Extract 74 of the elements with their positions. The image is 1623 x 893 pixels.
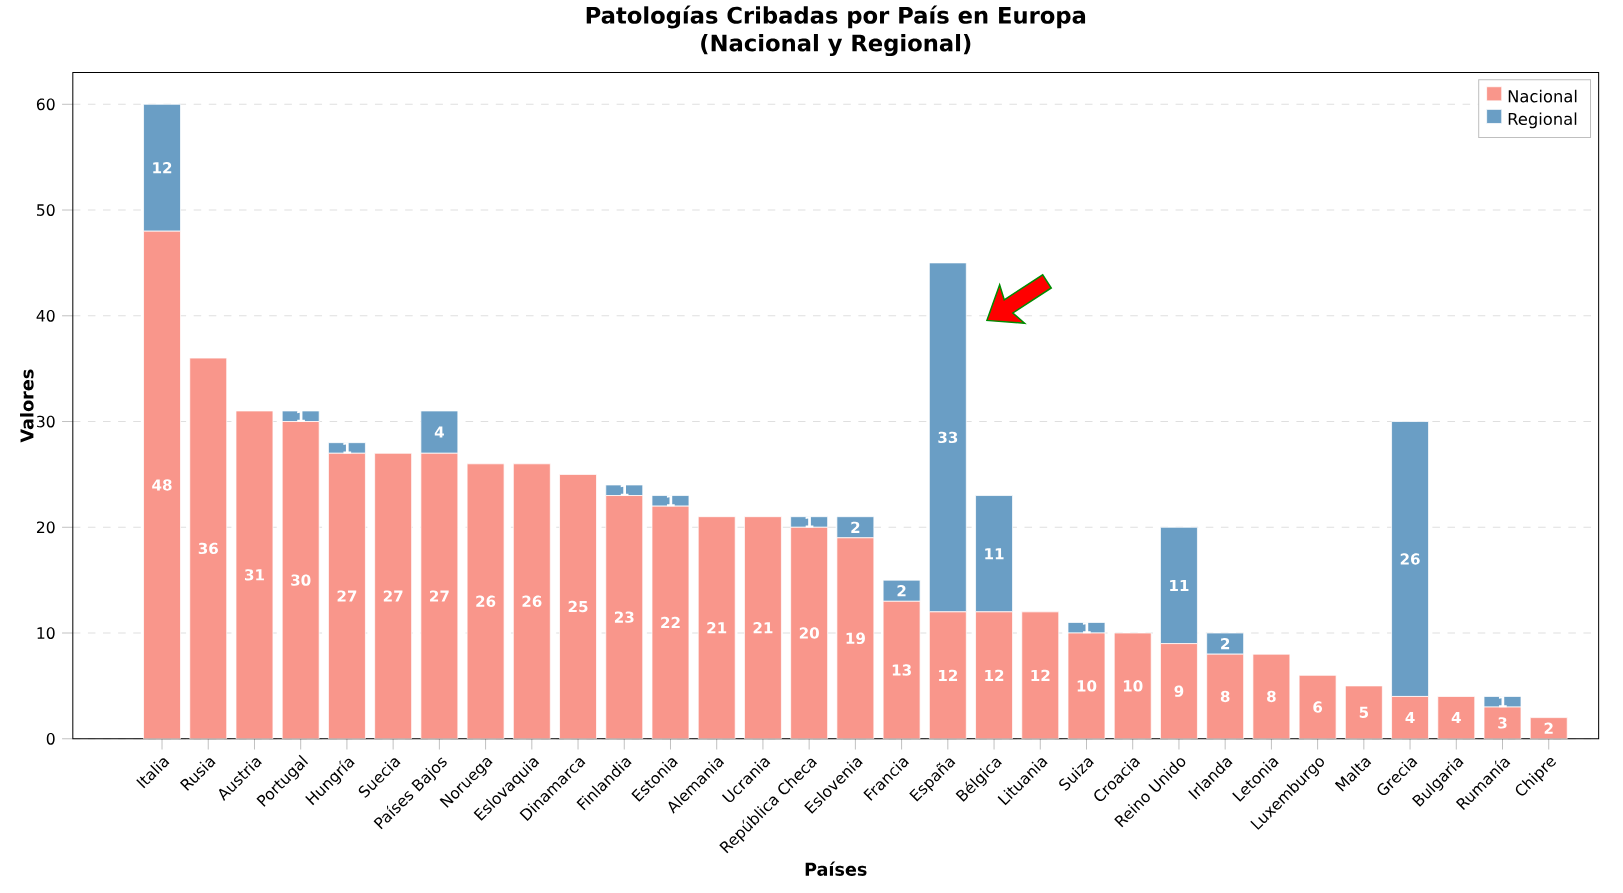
y-tick-label: 10 (37, 627, 55, 640)
data-label: 1 (620, 484, 629, 496)
bar (466, 463, 505, 739)
bar (374, 452, 413, 739)
data-label: 1 (1498, 696, 1507, 708)
data-label: 13 (892, 664, 911, 676)
data-label: 11 (985, 548, 1004, 560)
data-label: 30 (291, 574, 311, 586)
data-label: 4 (1451, 712, 1461, 724)
data-label: 27 (430, 590, 449, 602)
data-label: 1 (805, 516, 814, 528)
legend-label: Nacional (1508, 89, 1577, 103)
data-label: 26 (476, 595, 496, 608)
data-label: 26 (522, 595, 542, 608)
data-label: 8 (1267, 690, 1276, 703)
data-label: 20 (799, 627, 819, 639)
bar (1021, 611, 1060, 739)
bar (744, 516, 782, 739)
data-label: 8 (1220, 690, 1230, 703)
data-label: 10 (1077, 680, 1097, 692)
data-label: 2 (1544, 722, 1553, 734)
data-label: 9 (1174, 685, 1184, 697)
bar (559, 474, 597, 739)
bar (189, 357, 228, 739)
bar (1298, 675, 1337, 739)
bar (1113, 632, 1152, 739)
data-label: 12 (985, 669, 1004, 682)
bar (1252, 653, 1291, 739)
data-label: 22 (661, 616, 680, 629)
data-label: 12 (153, 162, 172, 174)
data-label: 33 (938, 431, 958, 444)
y-tick-label: 0 (46, 732, 55, 745)
legend-label: Regional (1508, 112, 1577, 129)
data-label: 11 (1170, 580, 1189, 592)
data-label: 2 (897, 585, 906, 597)
data-label: 27 (383, 590, 403, 602)
data-label: 1 (343, 442, 352, 454)
data-label: 26 (1400, 553, 1420, 565)
bar (697, 516, 736, 739)
data-label: 6 (1313, 701, 1323, 713)
data-label: 21 (707, 622, 727, 634)
bar (235, 410, 274, 739)
data-label: 1 (1082, 622, 1091, 634)
bar (1437, 696, 1476, 739)
x-axis-title: Países (805, 861, 867, 877)
y-tick-label: 50 (37, 204, 55, 217)
data-label: 21 (753, 622, 773, 634)
data-label: 27 (337, 590, 357, 602)
data-label: 12 (1031, 669, 1050, 682)
bar (1344, 685, 1383, 739)
data-label: 10 (1123, 680, 1143, 692)
bar (1529, 717, 1568, 739)
y-tick-label: 40 (36, 310, 55, 322)
data-label: 2 (1221, 638, 1230, 650)
data-label: 1 (297, 410, 305, 422)
y-tick-label: 20 (36, 521, 55, 534)
data-label: 25 (568, 600, 588, 613)
data-label: 19 (846, 632, 865, 645)
data-label: 12 (939, 669, 958, 682)
data-label: 23 (614, 611, 634, 623)
data-label: 2 (851, 521, 860, 533)
data-label: 31 (244, 569, 264, 581)
data-label: 5 (1359, 706, 1369, 719)
y-tick-label: 30 (37, 415, 55, 428)
data-label: 4 (434, 426, 444, 438)
y-axis-title: Valores (20, 369, 34, 443)
data-label: 4 (1405, 712, 1415, 724)
data-label: 3 (1498, 717, 1507, 729)
data-label: 36 (198, 542, 218, 555)
data-label: 1 (666, 495, 675, 507)
y-tick-label: 60 (36, 98, 55, 111)
data-label: 48 (152, 479, 172, 491)
bar (512, 463, 551, 739)
chart-title: Patologías Cribadas por País en Europa (Nacional y Regional) (586, 5, 1086, 57)
